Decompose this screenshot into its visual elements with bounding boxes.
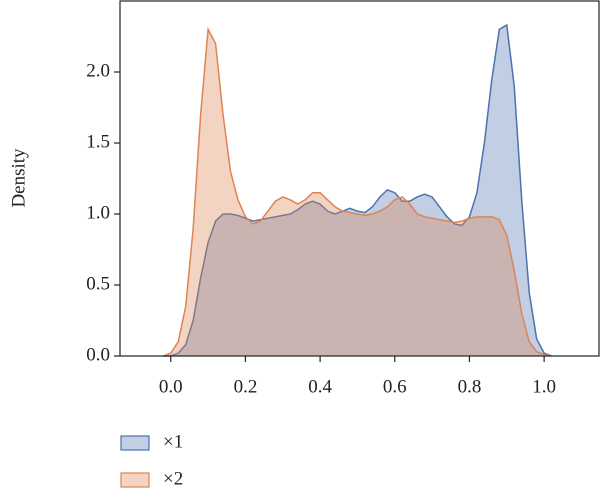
x-tick-label: 0.6 [383,376,407,397]
x-tick-label: 0.2 [234,376,258,397]
x-tick-label: 1.0 [532,376,556,397]
legend-label: ×1 [163,431,183,452]
y-tick-label: 0.5 [86,273,110,294]
y-tick-label: 1.0 [86,202,110,223]
y-axis-label: Density [8,148,29,208]
legend-swatch [120,435,150,451]
y-tick-label: 0.0 [86,344,110,365]
x-tick-label: 0.0 [159,376,183,397]
legend-label: ×2 [163,468,183,489]
plot-frame [119,0,600,357]
y-tick-label: 1.5 [86,131,110,152]
area-fill [163,29,552,357]
density-line [163,23,552,357]
density-line [163,26,552,357]
legend-swatch [120,472,150,488]
y-tick-label: 2.0 [86,60,110,81]
area-fill [163,25,552,356]
x-tick-label: 0.8 [458,376,482,397]
x-tick-label: 0.4 [308,376,332,397]
